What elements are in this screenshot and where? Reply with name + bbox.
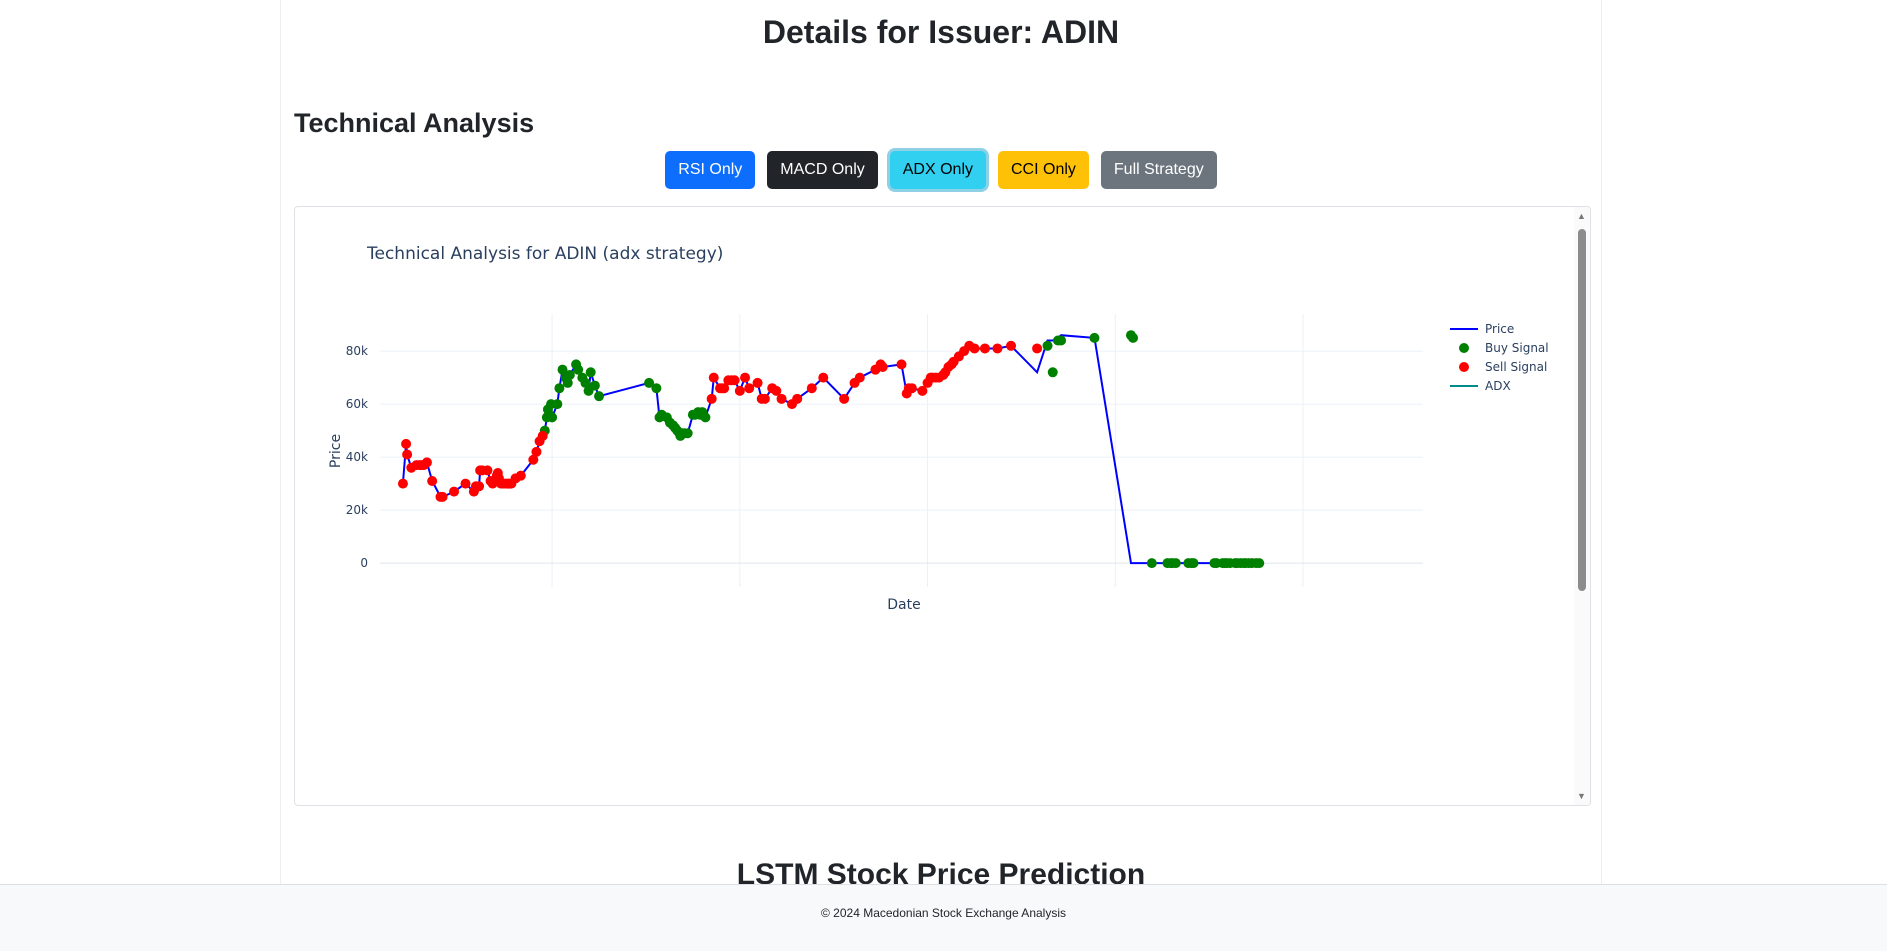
sell-signal-point [818, 372, 829, 383]
full-strategy-button[interactable]: Full Strategy [1100, 151, 1217, 189]
sell-signal-point [706, 393, 717, 404]
buy-signal-point [651, 383, 662, 394]
rsi-only-button[interactable]: RSI Only [665, 151, 756, 189]
buy-signal-point [1254, 558, 1265, 569]
scroll-down-arrow-icon[interactable]: ▼ [1577, 791, 1586, 801]
page-title: Details for Issuer: ADIN [762, 14, 1120, 50]
buy-signal-point [1128, 332, 1139, 343]
technical-analysis-heading: Technical Analysis [294, 108, 535, 138]
scroll-thumb[interactable] [1578, 229, 1586, 591]
sell-signal-point [401, 438, 412, 449]
buy-signal-point [700, 412, 711, 423]
buy-signal-point [585, 367, 596, 378]
sell-signal-point [474, 481, 485, 492]
sell-signal-point [734, 385, 745, 396]
y-tick-label: 0 [360, 556, 368, 570]
y-tick-label: 40k [346, 450, 368, 464]
macd-only-button[interactable]: MACD Only [767, 151, 878, 189]
legend-sell-signal-symbol [1459, 362, 1469, 372]
buy-signal-point [1146, 558, 1157, 569]
chart-series [397, 330, 1265, 569]
sell-signal-point [1006, 340, 1017, 351]
legend-price-label: Price [1485, 322, 1514, 336]
sell-signal-point [397, 478, 408, 489]
y-axis-label: Price [328, 434, 344, 468]
sell-signal-point [854, 372, 865, 383]
sell-signal-point [744, 383, 755, 394]
sell-signal-point [896, 359, 907, 370]
sell-signal-point [421, 457, 432, 468]
sell-signal-point [708, 372, 719, 383]
sell-signal-point [537, 430, 548, 441]
buy-signal-point [1042, 340, 1053, 351]
scroll-up-arrow-icon[interactable]: ▲ [1577, 211, 1586, 221]
buy-signal-point [547, 412, 558, 423]
sell-signal-point [528, 454, 539, 465]
legend-buy-signal-label: Buy Signal [1485, 341, 1549, 355]
x-axis-label: Date [887, 597, 920, 613]
sell-signal-point [917, 385, 928, 396]
sell-signal-point [427, 475, 438, 486]
legend-sell-signal-label: Sell Signal [1485, 360, 1547, 374]
buy-signal-point [562, 377, 573, 388]
sell-signal-point [729, 375, 740, 386]
sell-signal-point [992, 343, 1003, 354]
sell-signal-point [906, 383, 917, 394]
y-axis: 0 20k 40k 60k 80k [346, 344, 368, 570]
legend-adx-label: ADX [1485, 379, 1511, 393]
sell-signal-point [719, 383, 730, 394]
buy-signal-point [594, 391, 605, 402]
sell-signal-point [759, 393, 770, 404]
sell-signal-point [740, 372, 751, 383]
buy-signal-point [552, 399, 563, 410]
buy-signal-point [580, 377, 591, 388]
legend-buy-signal-symbol [1459, 343, 1469, 353]
buy-signal-point [1047, 367, 1058, 378]
buy-signal-point [573, 364, 584, 375]
sell-signal-point [806, 383, 817, 394]
sell-signal-point [979, 343, 990, 354]
sell-signal-point [839, 393, 850, 404]
buy-signal-point [682, 428, 693, 439]
chart-frame[interactable]: Technical Analysis for ADIN (adx strateg… [294, 206, 1591, 806]
sell-signal-point [449, 486, 460, 497]
buy-signal-point [644, 377, 655, 388]
chart-legend[interactable]: Price Buy Signal Sell Signal ADX [1450, 322, 1549, 393]
sell-signal-point [792, 393, 803, 404]
sell-signal-point [460, 478, 471, 489]
buy-signal-point [589, 380, 600, 391]
buy-signal-point [557, 364, 568, 375]
y-tick-label: 60k [346, 397, 368, 411]
sell-signal-point [515, 470, 526, 481]
sell-signal-point [437, 491, 448, 502]
chart-grid [380, 314, 1423, 587]
footer-text: © 2024 Macedonian Stock Exchange Analysi… [821, 906, 1066, 920]
sell-signal-point [752, 377, 763, 388]
y-tick-label: 80k [346, 344, 368, 358]
buy-signal-point [1188, 558, 1199, 569]
chart-scrollbar[interactable]: ▲ ▼ [1574, 207, 1590, 805]
strategy-button-group: RSI Only MACD Only ADX Only CCI Only Ful… [281, 151, 1601, 189]
buy-signal-point [554, 383, 565, 394]
price-line [401, 334, 1260, 565]
cci-only-button[interactable]: CCI Only [998, 151, 1089, 189]
sell-signal-point [969, 343, 980, 354]
buy-signal-point [1089, 332, 1100, 343]
main-container: Details for Issuer: ADIN Technical Analy… [280, 0, 1602, 951]
sell-signal-point [531, 446, 542, 457]
technical-analysis-chart[interactable]: Technical Analysis for ADIN (adx strateg… [295, 207, 1575, 805]
footer: © 2024 Macedonian Stock Exchange Analysi… [0, 884, 1887, 951]
sell-signal-point [776, 393, 787, 404]
sell-signal-point [1032, 343, 1043, 354]
sell-signal-point [771, 385, 782, 396]
sell-signal-point [877, 362, 888, 373]
buy-signal-point [1170, 558, 1181, 569]
y-tick-label: 20k [346, 503, 368, 517]
chart-title: Technical Analysis for ADIN (adx strateg… [366, 244, 723, 264]
sell-signal-point [482, 465, 493, 476]
adx-only-button[interactable]: ADX Only [889, 151, 986, 189]
buy-signal-point [1056, 335, 1067, 346]
buy-signal-point [564, 369, 575, 380]
sell-signal-point [402, 449, 413, 460]
